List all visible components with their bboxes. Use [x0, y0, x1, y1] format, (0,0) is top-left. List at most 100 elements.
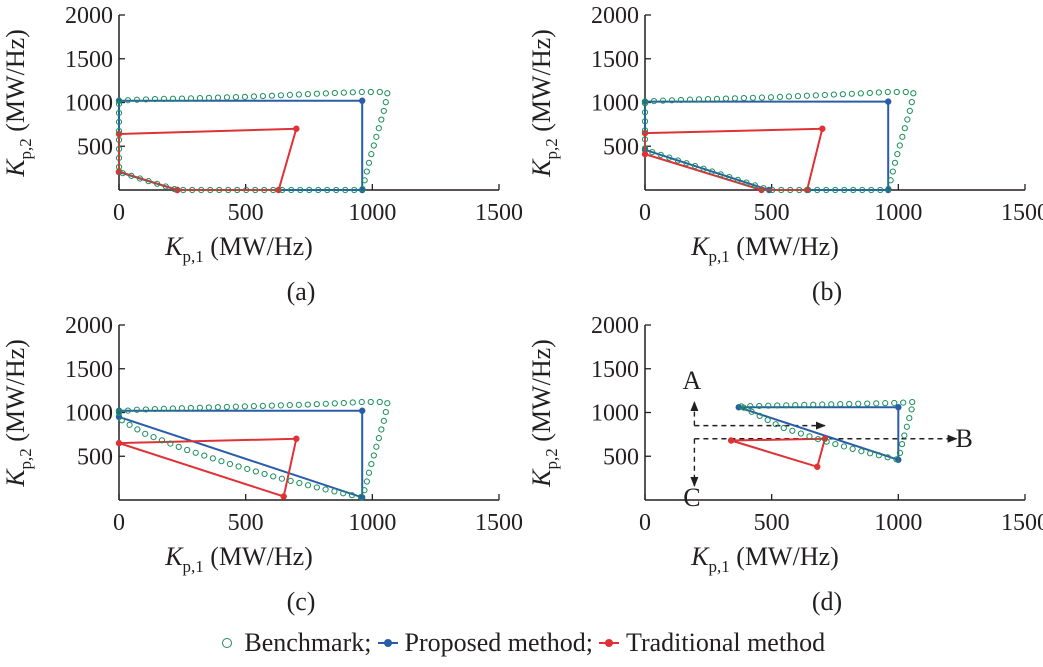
- benchmark-point: [128, 172, 135, 179]
- benchmark-point: [218, 458, 225, 465]
- benchmark-point: [783, 402, 790, 409]
- x-axis-label: Kp,1 (MW/Hz): [690, 232, 839, 266]
- benchmark-point: [115, 118, 123, 126]
- benchmark-point: [363, 478, 370, 485]
- benchmark-point: [244, 465, 251, 473]
- benchmark-point: [375, 125, 382, 132]
- benchmark-point: [797, 430, 805, 437]
- benchmark-point: [322, 90, 329, 97]
- benchmark-point: [209, 455, 216, 462]
- benchmark-point: [674, 157, 682, 164]
- benchmark-point: [877, 186, 884, 194]
- benchmark-point: [641, 127, 649, 134]
- benchmark-point: [151, 405, 158, 413]
- benchmark-point: [657, 151, 664, 158]
- benchmark-point: [850, 186, 857, 194]
- panel-label: (d): [812, 587, 842, 616]
- benchmark-point: [898, 441, 906, 448]
- benchmark-point: [277, 402, 284, 409]
- benchmark-point: [380, 417, 387, 424]
- benchmark-point: [192, 449, 199, 456]
- benchmark-point: [792, 402, 799, 409]
- benchmark-point: [145, 178, 152, 185]
- benchmark-point: [278, 475, 286, 482]
- benchmark-point: [722, 95, 730, 102]
- benchmark-point: [891, 159, 899, 166]
- y-axis-label: Kp,2 (MW/Hz): [527, 339, 561, 488]
- x-tick-label: 1500: [475, 510, 523, 536]
- benchmark-point: [814, 186, 821, 194]
- benchmark-point: [198, 186, 205, 194]
- benchmark-point: [823, 438, 830, 445]
- x-tick-label: 1000: [874, 510, 922, 536]
- benchmark-point: [767, 94, 775, 101]
- legend-proposed-label: Proposed method;: [404, 628, 593, 658]
- benchmark-point: [322, 486, 329, 493]
- benchmark-point: [178, 405, 185, 412]
- benchmark-point: [250, 403, 257, 410]
- benchmark-point: [359, 185, 366, 193]
- benchmark-point: [196, 404, 203, 411]
- benchmark-point: [214, 404, 221, 411]
- benchmark-point: [812, 92, 819, 99]
- proposed-point: [895, 456, 902, 463]
- benchmark-point: [837, 401, 844, 408]
- benchmark-point: [232, 93, 240, 101]
- benchmark-point: [666, 154, 673, 161]
- benchmark-point: [368, 460, 375, 468]
- benchmark-point: [250, 93, 258, 100]
- benchmark-point: [252, 186, 259, 194]
- benchmark-point: [187, 404, 194, 412]
- y-tick-label: 1000: [591, 91, 639, 117]
- benchmark-point: [382, 99, 389, 106]
- annotation-c: C: [683, 483, 700, 512]
- benchmark-point: [295, 401, 302, 408]
- benchmark-point: [270, 473, 277, 480]
- benchmark-point: [902, 88, 909, 96]
- benchmark-point: [901, 432, 908, 439]
- y-tick-label: 2000: [65, 313, 113, 339]
- benchmark-point: [841, 186, 848, 194]
- benchmark-point: [331, 488, 338, 495]
- y-tick-label: 500: [603, 134, 639, 160]
- benchmark-point: [765, 402, 772, 409]
- benchmark-point: [207, 186, 214, 194]
- benchmark-point: [649, 148, 656, 156]
- benchmark-point: [119, 170, 126, 177]
- benchmark-point: [873, 400, 880, 407]
- traditional-legend-marker: [599, 636, 620, 650]
- panel-label: (c): [287, 587, 316, 616]
- benchmark-point: [259, 402, 266, 409]
- benchmark-point: [126, 421, 133, 428]
- y-tick-label: 1000: [65, 91, 113, 117]
- benchmark-point: [115, 163, 123, 171]
- traditional-point: [727, 437, 735, 444]
- benchmark-point: [864, 400, 871, 407]
- benchmark-point: [893, 456, 900, 463]
- benchmark-point: [115, 97, 123, 104]
- benchmark-point: [806, 433, 813, 440]
- benchmark-point: [764, 416, 771, 424]
- benchmark-point: [382, 408, 389, 416]
- benchmark-point: [769, 186, 776, 194]
- benchmark-point: [641, 109, 649, 116]
- benchmark-point: [751, 182, 759, 189]
- benchmark-point: [855, 400, 862, 407]
- y-tick-label: 2000: [65, 3, 113, 29]
- y-tick-label: 500: [77, 444, 113, 470]
- benchmark-point: [196, 95, 204, 102]
- benchmark-point: [357, 493, 364, 501]
- traditional-point: [280, 493, 287, 500]
- benchmark-point: [731, 95, 739, 102]
- benchmark-point: [315, 186, 322, 194]
- y-tick-label: 2000: [591, 3, 639, 29]
- benchmark-point: [175, 443, 182, 450]
- chart-panel-4: 0 500 1000 1500 500 1000 1500 2000 Kp,1 (MW/Hz) K…: [527, 313, 1043, 616]
- benchmark-point: [313, 401, 320, 408]
- benchmark-point: [909, 398, 916, 406]
- benchmark-point: [171, 185, 178, 193]
- benchmark-point: [349, 399, 356, 406]
- proposed-line: [118, 99, 364, 191]
- proposed-point: [359, 407, 366, 414]
- benchmark-point: [734, 176, 741, 183]
